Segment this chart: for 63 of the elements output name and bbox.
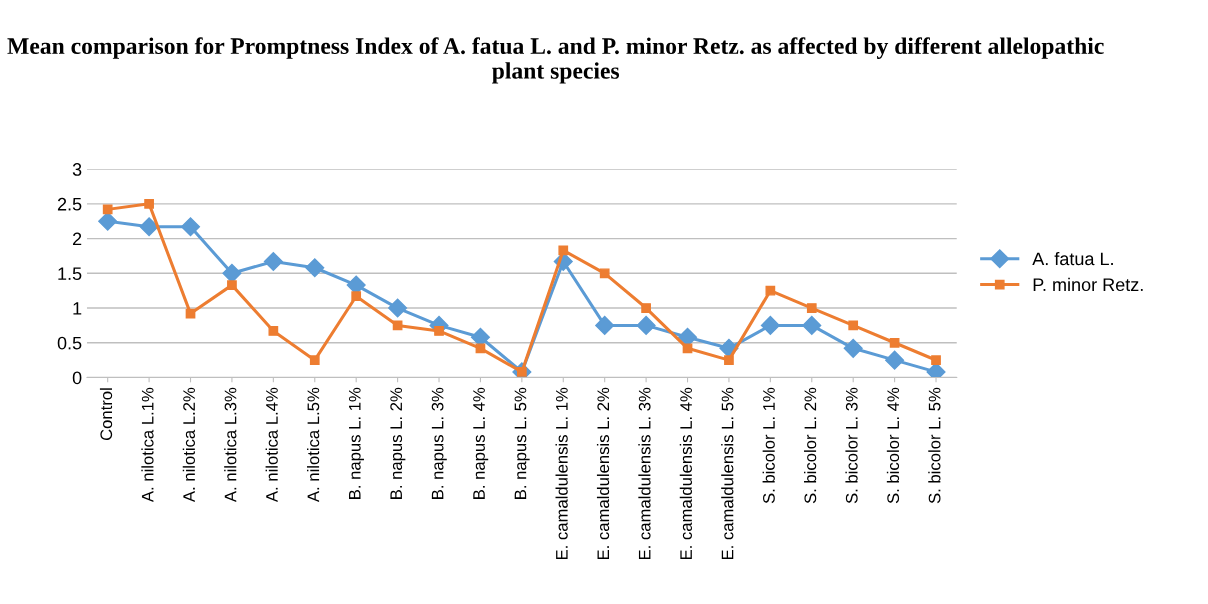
x-tick-label: A. nilotica L.1% <box>141 387 154 503</box>
point <box>388 298 408 318</box>
y-tick-label: 0.5 <box>57 336 82 350</box>
y-tick-label: 1.5 <box>58 267 82 281</box>
point <box>926 362 946 378</box>
y-tick-label: 0 <box>72 371 82 385</box>
x-tick-label: E. camaldulensis L. 2% <box>596 387 610 560</box>
x-tick-label: E. camaldulensis L. 5% <box>721 387 734 560</box>
point <box>102 204 113 215</box>
point <box>760 315 780 335</box>
point <box>636 315 656 335</box>
x-tick-label: S. bicolor L. 5% <box>928 387 941 504</box>
point <box>889 337 900 348</box>
x-tick-label: S. bicolor L. 3% <box>845 387 858 504</box>
x-tick-label: B. napus L. 5% <box>514 387 530 499</box>
point <box>843 338 863 358</box>
x-tick-label: E. camaldulensis L. 3% <box>638 387 651 560</box>
point <box>222 263 242 283</box>
legend-label: P. minor Retz. <box>1033 277 1143 292</box>
x-tick-label: E. camaldulensis L. 1% <box>555 387 568 560</box>
x-tick-label: S. bicolor L. 2% <box>804 387 817 504</box>
x-tick-label: B. napus L. 2% <box>390 387 406 499</box>
point <box>309 355 320 365</box>
y-tick-label: 2 <box>72 232 82 246</box>
point <box>599 268 610 279</box>
point <box>434 326 444 336</box>
point <box>227 280 237 290</box>
x-tick-label: B. napus L. 1% <box>348 387 364 499</box>
x-tick-label: Control <box>99 388 113 441</box>
chart-title: Mean comparison for Promptness Index of A. fatua L. and P. minor Retz. as affected by different allelopathic plant species <box>7 37 1104 84</box>
point <box>724 355 734 365</box>
point <box>268 326 279 336</box>
point <box>144 198 154 209</box>
point <box>682 343 693 354</box>
legend-label: A. fatua L. <box>1032 251 1113 266</box>
x-tick-label: E. camaldulensis L. 4% <box>679 387 692 560</box>
point <box>139 217 159 237</box>
point <box>885 350 905 370</box>
x-tick-label: S. bicolor L. 1% <box>762 387 775 504</box>
x-tick-label: A. nilotica L.2% <box>182 387 195 503</box>
x-tick-label: A. nilotica L.3% <box>224 387 237 503</box>
y-tick-label: 2.5 <box>57 197 82 211</box>
point <box>263 251 283 272</box>
point <box>848 320 859 331</box>
point <box>180 217 201 237</box>
point <box>475 343 486 354</box>
y-tick-label: 1 <box>73 302 82 315</box>
y-tick-label: 3 <box>72 163 82 176</box>
point <box>351 291 362 302</box>
x-tick-label: B. napus L. 3% <box>431 387 447 499</box>
point <box>931 355 941 365</box>
point <box>305 258 325 278</box>
x-tick-label: A. nilotica L.4% <box>265 387 278 503</box>
x-tick-label: S. bicolor L. 4% <box>886 387 900 504</box>
point <box>765 285 776 296</box>
point <box>641 303 651 313</box>
point <box>802 315 822 335</box>
x-tick-label: B. napus L. 4% <box>473 387 489 499</box>
point <box>98 211 118 231</box>
point <box>806 303 817 313</box>
point <box>595 315 615 335</box>
x-tick-label: A. nilotica L.5% <box>307 387 320 503</box>
point <box>558 245 569 256</box>
